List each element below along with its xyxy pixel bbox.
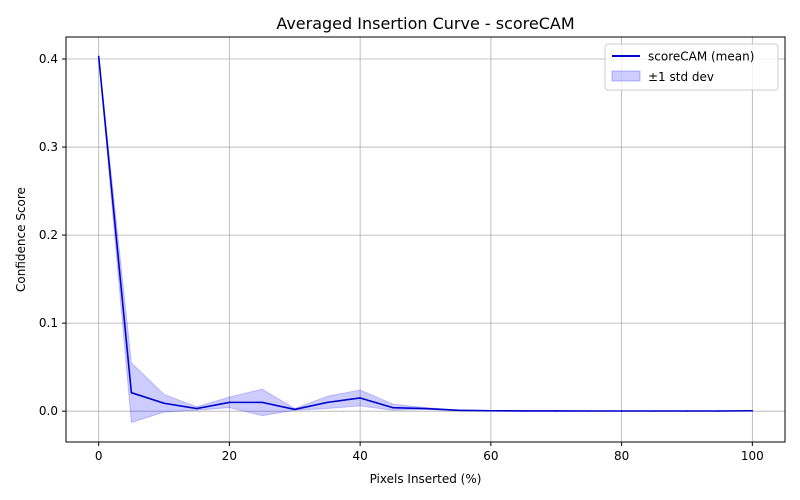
x-tick-label: 60 [483,449,498,463]
y-tick-label: 0.3 [39,140,58,154]
mean-data-point [653,410,656,412]
plot-frame [65,36,786,443]
legend: scoreCAM (mean) ±1 std dev [604,43,779,91]
x-tick-label: 40 [352,449,367,463]
legend-std-label: ±1 std dev [648,70,714,84]
mean-data-point [522,410,525,412]
x-tick-label: 80 [614,449,629,463]
mean-data-point [228,401,231,404]
x-axis-ticks: 0 20 40 60 80 100 [95,442,764,463]
x-tick-label: 20 [222,449,237,463]
mean-data-point [620,410,623,412]
mean-data-point [195,407,198,410]
y-tick-label: 0.0 [39,404,58,418]
y-axis-ticks: 0.0 0.1 0.2 0.3 0.4 [39,52,66,418]
x-axis-label: Pixels Inserted (%) [370,472,482,486]
x-tick-label: 100 [741,449,764,463]
mean-data-point [130,391,133,394]
y-tick-label: 0.2 [39,228,58,242]
mean-line-layer [97,55,754,412]
mean-data-point [457,409,459,412]
x-tick-label: 0 [95,449,103,463]
mean-data-point [490,409,492,412]
legend-box [604,43,779,91]
legend-mean-label: scoreCAM (mean) [648,50,754,64]
y-tick-label: 0.1 [39,316,58,330]
mean-data-point [424,407,427,410]
y-axis-label: Confidence Score [14,187,28,292]
mean-data-point [97,55,100,58]
mean-data-point [293,408,296,411]
y-tick-label: 0.4 [39,52,58,66]
mean-data-point [392,406,394,409]
mean-data-point [261,401,263,404]
mean-data-point [588,410,590,412]
mean-data-point [163,402,165,405]
mean-data-point [555,410,558,412]
mean-data-point [326,401,329,404]
mean-data-point [751,409,754,412]
legend-std-swatch [611,70,641,82]
mean-data-point [718,410,721,412]
mean-data-point [686,410,688,412]
mean-data-point [359,397,361,399]
chart-title: Averaged Insertion Curve - scoreCAM [276,14,574,33]
